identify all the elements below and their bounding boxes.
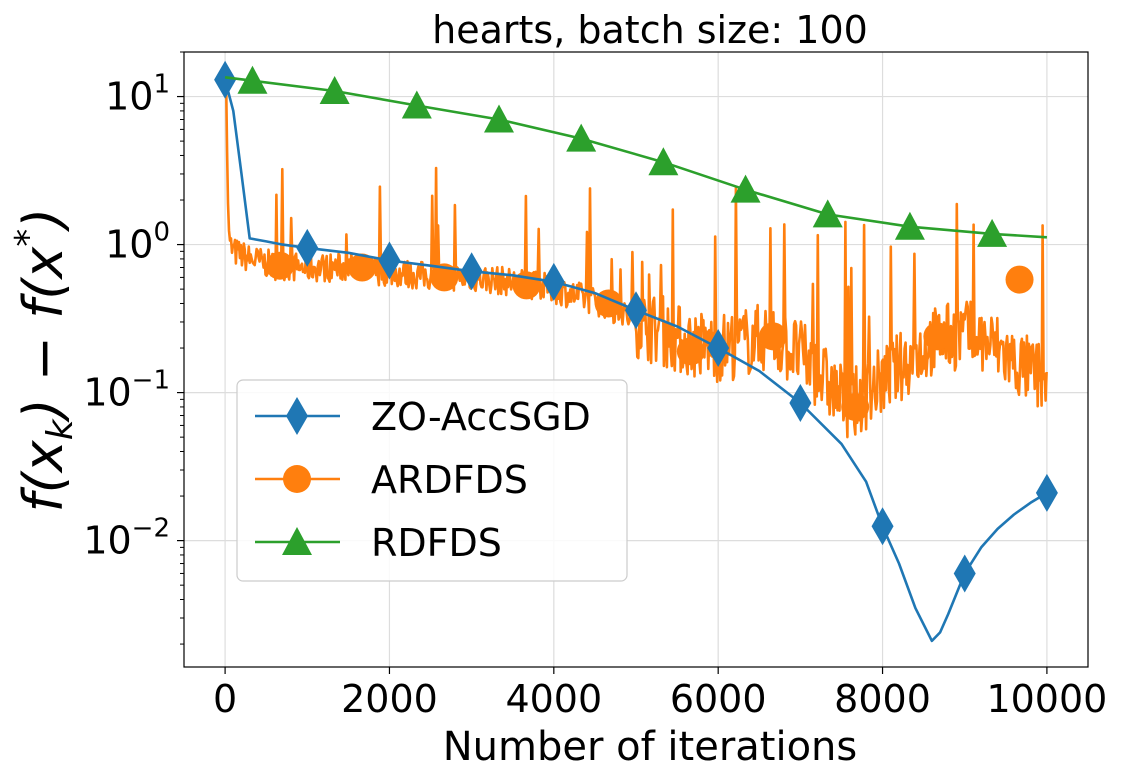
legend-marker [283, 465, 311, 493]
series-marker [378, 241, 401, 280]
series-marker [542, 262, 565, 301]
series-marker [676, 337, 705, 366]
series-rdfds [224, 65, 1047, 247]
y-tick-label: 10−1 [83, 366, 170, 415]
series-marker [730, 174, 761, 203]
series-ardfds [224, 78, 1048, 439]
series-marker [319, 76, 350, 105]
y-label-part-2: ) − f(x [12, 246, 75, 424]
y-tick-label: 100 [105, 218, 170, 267]
series-marker [977, 218, 1008, 247]
legend-box [236, 379, 628, 582]
series-marker [758, 322, 787, 351]
series-line [224, 76, 1047, 239]
x-tick-label: 10000 [986, 677, 1107, 721]
y-tick-label: 101 [105, 70, 170, 119]
y-label-part-3: ) [12, 208, 75, 233]
legend-items: ZO-AccSGD ARDFDS RDFDS [255, 395, 591, 565]
legend-label: RDFDS [371, 521, 502, 565]
x-axis-ticks: 0 2000 4000 6000 8000 10000 [213, 667, 1107, 721]
series-marker [1005, 265, 1034, 294]
series-marker [296, 228, 319, 267]
series-marker [789, 384, 812, 423]
series-zo-accsgd [214, 60, 1058, 643]
series-marker [707, 329, 730, 368]
series-marker [871, 507, 894, 546]
series-marker [460, 252, 483, 291]
legend-marker [286, 397, 308, 435]
y-label-part-1: f(x [12, 439, 75, 512]
y-axis-label: f(xk) − f(x*) [8, 208, 81, 513]
plot-frame [183, 51, 1089, 668]
series-marker [566, 123, 597, 152]
y-axis-ticks: 101 100 10−1 10−2 [83, 51, 184, 645]
series-marker [484, 104, 515, 133]
y-label-sup: * [8, 229, 49, 247]
x-tick-label: 8000 [834, 677, 931, 721]
series-marker [625, 291, 647, 330]
series-marker [953, 554, 976, 593]
x-axis-label: Number of iterations [443, 724, 858, 770]
x-tick-label: 6000 [670, 677, 767, 721]
y-tick-label: 10−2 [83, 514, 170, 563]
series-marker [923, 322, 952, 351]
x-tick-label: 2000 [341, 677, 438, 721]
legend-label: ZO-AccSGD [371, 395, 591, 439]
chart-title: hearts, batch size: 100 [432, 8, 868, 52]
series-marker [265, 251, 294, 280]
legend-marker [282, 527, 312, 555]
series-marker [1035, 473, 1058, 512]
series-marker [214, 60, 237, 99]
series-marker [348, 253, 377, 282]
x-tick-label: 0 [213, 677, 237, 721]
series-marker [237, 65, 268, 94]
plot-series [214, 60, 1058, 643]
legend: ZO-AccSGD ARDFDS RDFDS [236, 379, 628, 582]
series-marker [841, 392, 870, 421]
series-marker [401, 90, 432, 119]
y-label-sub: k [40, 417, 81, 440]
series-marker [430, 263, 459, 292]
series-marker [894, 211, 925, 240]
series-marker [812, 199, 843, 228]
series-marker [648, 147, 679, 176]
legend-label: ARDFDS [371, 458, 528, 502]
x-tick-label: 4000 [505, 677, 602, 721]
